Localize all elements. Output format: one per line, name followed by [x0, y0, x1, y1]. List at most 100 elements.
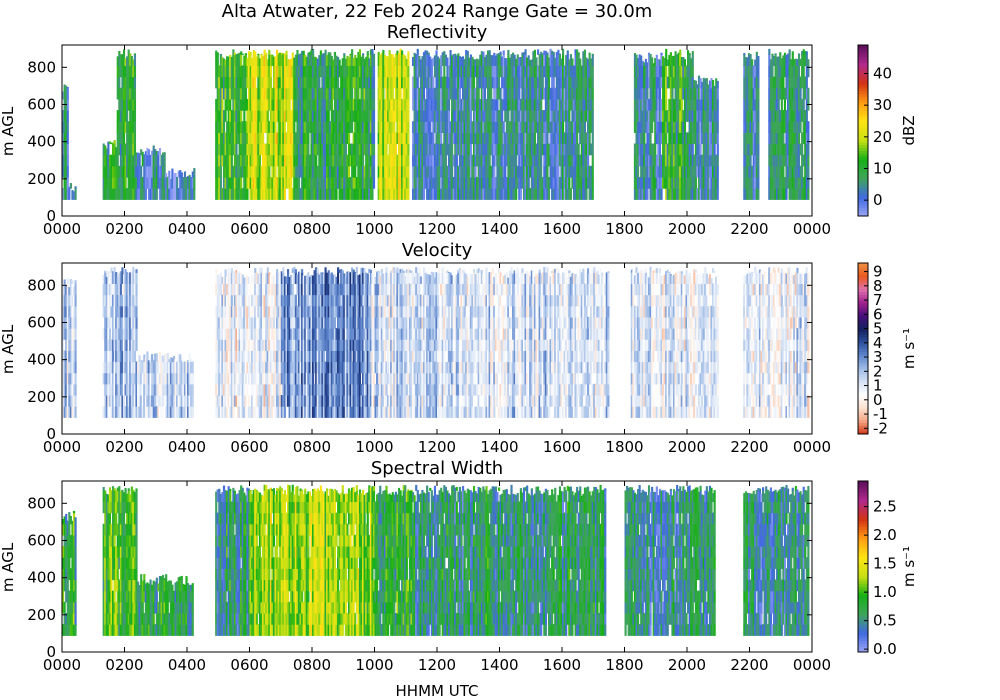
heatmap-cell	[293, 57, 296, 67]
heatmap-cell	[349, 65, 352, 78]
heatmap-cell	[496, 87, 499, 100]
heatmap-cell	[266, 132, 269, 145]
heatmap-cell	[362, 165, 365, 178]
heatmap-cell	[252, 87, 255, 100]
heatmap-cell	[499, 54, 502, 67]
heatmap-cell	[430, 110, 433, 122]
heatmap-cell	[651, 121, 654, 133]
heatmap-cell	[369, 165, 372, 178]
heatmap-cell	[485, 176, 488, 189]
heatmap-cell	[454, 110, 457, 122]
heatmap-cell	[507, 121, 510, 133]
heatmap-cell	[183, 188, 187, 200]
heatmap-cell	[244, 76, 247, 89]
heatmap-cell	[226, 132, 229, 145]
heatmap-cell	[315, 143, 318, 156]
heatmap-cell	[757, 121, 760, 133]
heatmap-cell	[466, 188, 469, 200]
heatmap-cell	[274, 132, 277, 145]
heatmap-cell	[296, 98, 299, 111]
heatmap-cell	[322, 188, 326, 200]
heatmap-cell	[383, 76, 387, 89]
heatmap-cell	[233, 98, 237, 111]
heatmap-cell	[497, 65, 501, 78]
heatmap-cell	[454, 154, 457, 167]
heatmap-cell	[469, 76, 472, 89]
heatmap-cell	[249, 165, 252, 178]
heatmap-cell	[487, 132, 490, 145]
heatmap-cell	[472, 143, 476, 156]
heatmap-cell	[327, 54, 330, 67]
heatmap-cell	[316, 58, 319, 67]
heatmap-cell	[483, 65, 487, 78]
heatmap-cell	[216, 143, 219, 156]
heatmap-cell	[377, 51, 380, 55]
heatmap-cell	[276, 154, 279, 167]
heatmap-cell	[243, 65, 246, 78]
heatmap-cell	[771, 65, 774, 78]
colorbar-swatch	[858, 161, 868, 166]
heatmap-cell	[227, 165, 230, 178]
heatmap-cell	[379, 98, 382, 111]
heatmap-cell	[162, 188, 165, 200]
heatmap-cell	[330, 87, 333, 100]
heatmap-cell	[451, 87, 454, 100]
heatmap-cell	[74, 383, 77, 396]
heatmap-cell	[483, 154, 487, 167]
heatmap-cell	[477, 76, 480, 89]
heatmap-cell	[233, 176, 237, 189]
heatmap-cell	[347, 110, 351, 122]
heatmap-cell	[497, 188, 501, 200]
heatmap-cell	[271, 121, 274, 133]
heatmap-cell	[249, 132, 252, 145]
heatmap-cell	[502, 98, 505, 111]
heatmap-cell	[505, 143, 508, 156]
heatmap-cell	[322, 165, 326, 178]
heatmap-cell	[324, 154, 327, 167]
heatmap-cell	[435, 188, 438, 200]
heatmap-cell	[446, 132, 449, 145]
heatmap-cell	[293, 121, 296, 133]
heatmap-cell	[357, 87, 360, 100]
heatmap-cell	[121, 188, 124, 200]
heatmap-cell	[429, 76, 432, 89]
heatmap-cell	[233, 76, 237, 89]
heatmap-cell	[552, 76, 555, 89]
heatmap-cell	[388, 132, 391, 145]
heatmap-cell	[479, 165, 482, 178]
heatmap-cell	[338, 110, 341, 122]
heatmap-cell	[338, 176, 341, 189]
heatmap-cell	[272, 154, 276, 167]
heatmap-cell	[405, 121, 408, 133]
heatmap-cell	[340, 98, 343, 111]
heatmap-cell	[133, 132, 137, 145]
heatmap-cell	[365, 98, 368, 111]
heatmap-cell	[387, 56, 390, 67]
heatmap-cell	[177, 170, 180, 178]
heatmap-cell	[222, 110, 226, 122]
heatmap-cell	[433, 143, 437, 156]
heatmap-cell	[263, 176, 266, 189]
heatmap-cell	[494, 121, 497, 133]
heatmap-cell	[527, 176, 530, 189]
heatmap-cell	[419, 65, 422, 78]
heatmap-cell	[372, 76, 376, 89]
heatmap-cell	[757, 132, 760, 145]
heatmap-cell	[341, 154, 344, 167]
heatmap-cell	[271, 98, 274, 111]
heatmap-cell	[255, 65, 258, 78]
heatmap-cell	[716, 87, 719, 100]
heatmap-cell	[490, 98, 493, 111]
heatmap-cell	[296, 76, 299, 89]
colorbar-swatch	[858, 193, 868, 197]
heatmap-cell	[310, 54, 313, 67]
heatmap-cell	[65, 121, 68, 133]
heatmap-cell	[271, 110, 274, 122]
heatmap-cell	[365, 121, 368, 133]
heatmap-cell	[449, 76, 452, 89]
heatmap-cell	[394, 110, 397, 122]
heatmap-cell	[116, 176, 119, 189]
heatmap-cell	[179, 188, 182, 200]
heatmap-cell	[768, 48, 771, 55]
heatmap-cell	[479, 54, 482, 67]
